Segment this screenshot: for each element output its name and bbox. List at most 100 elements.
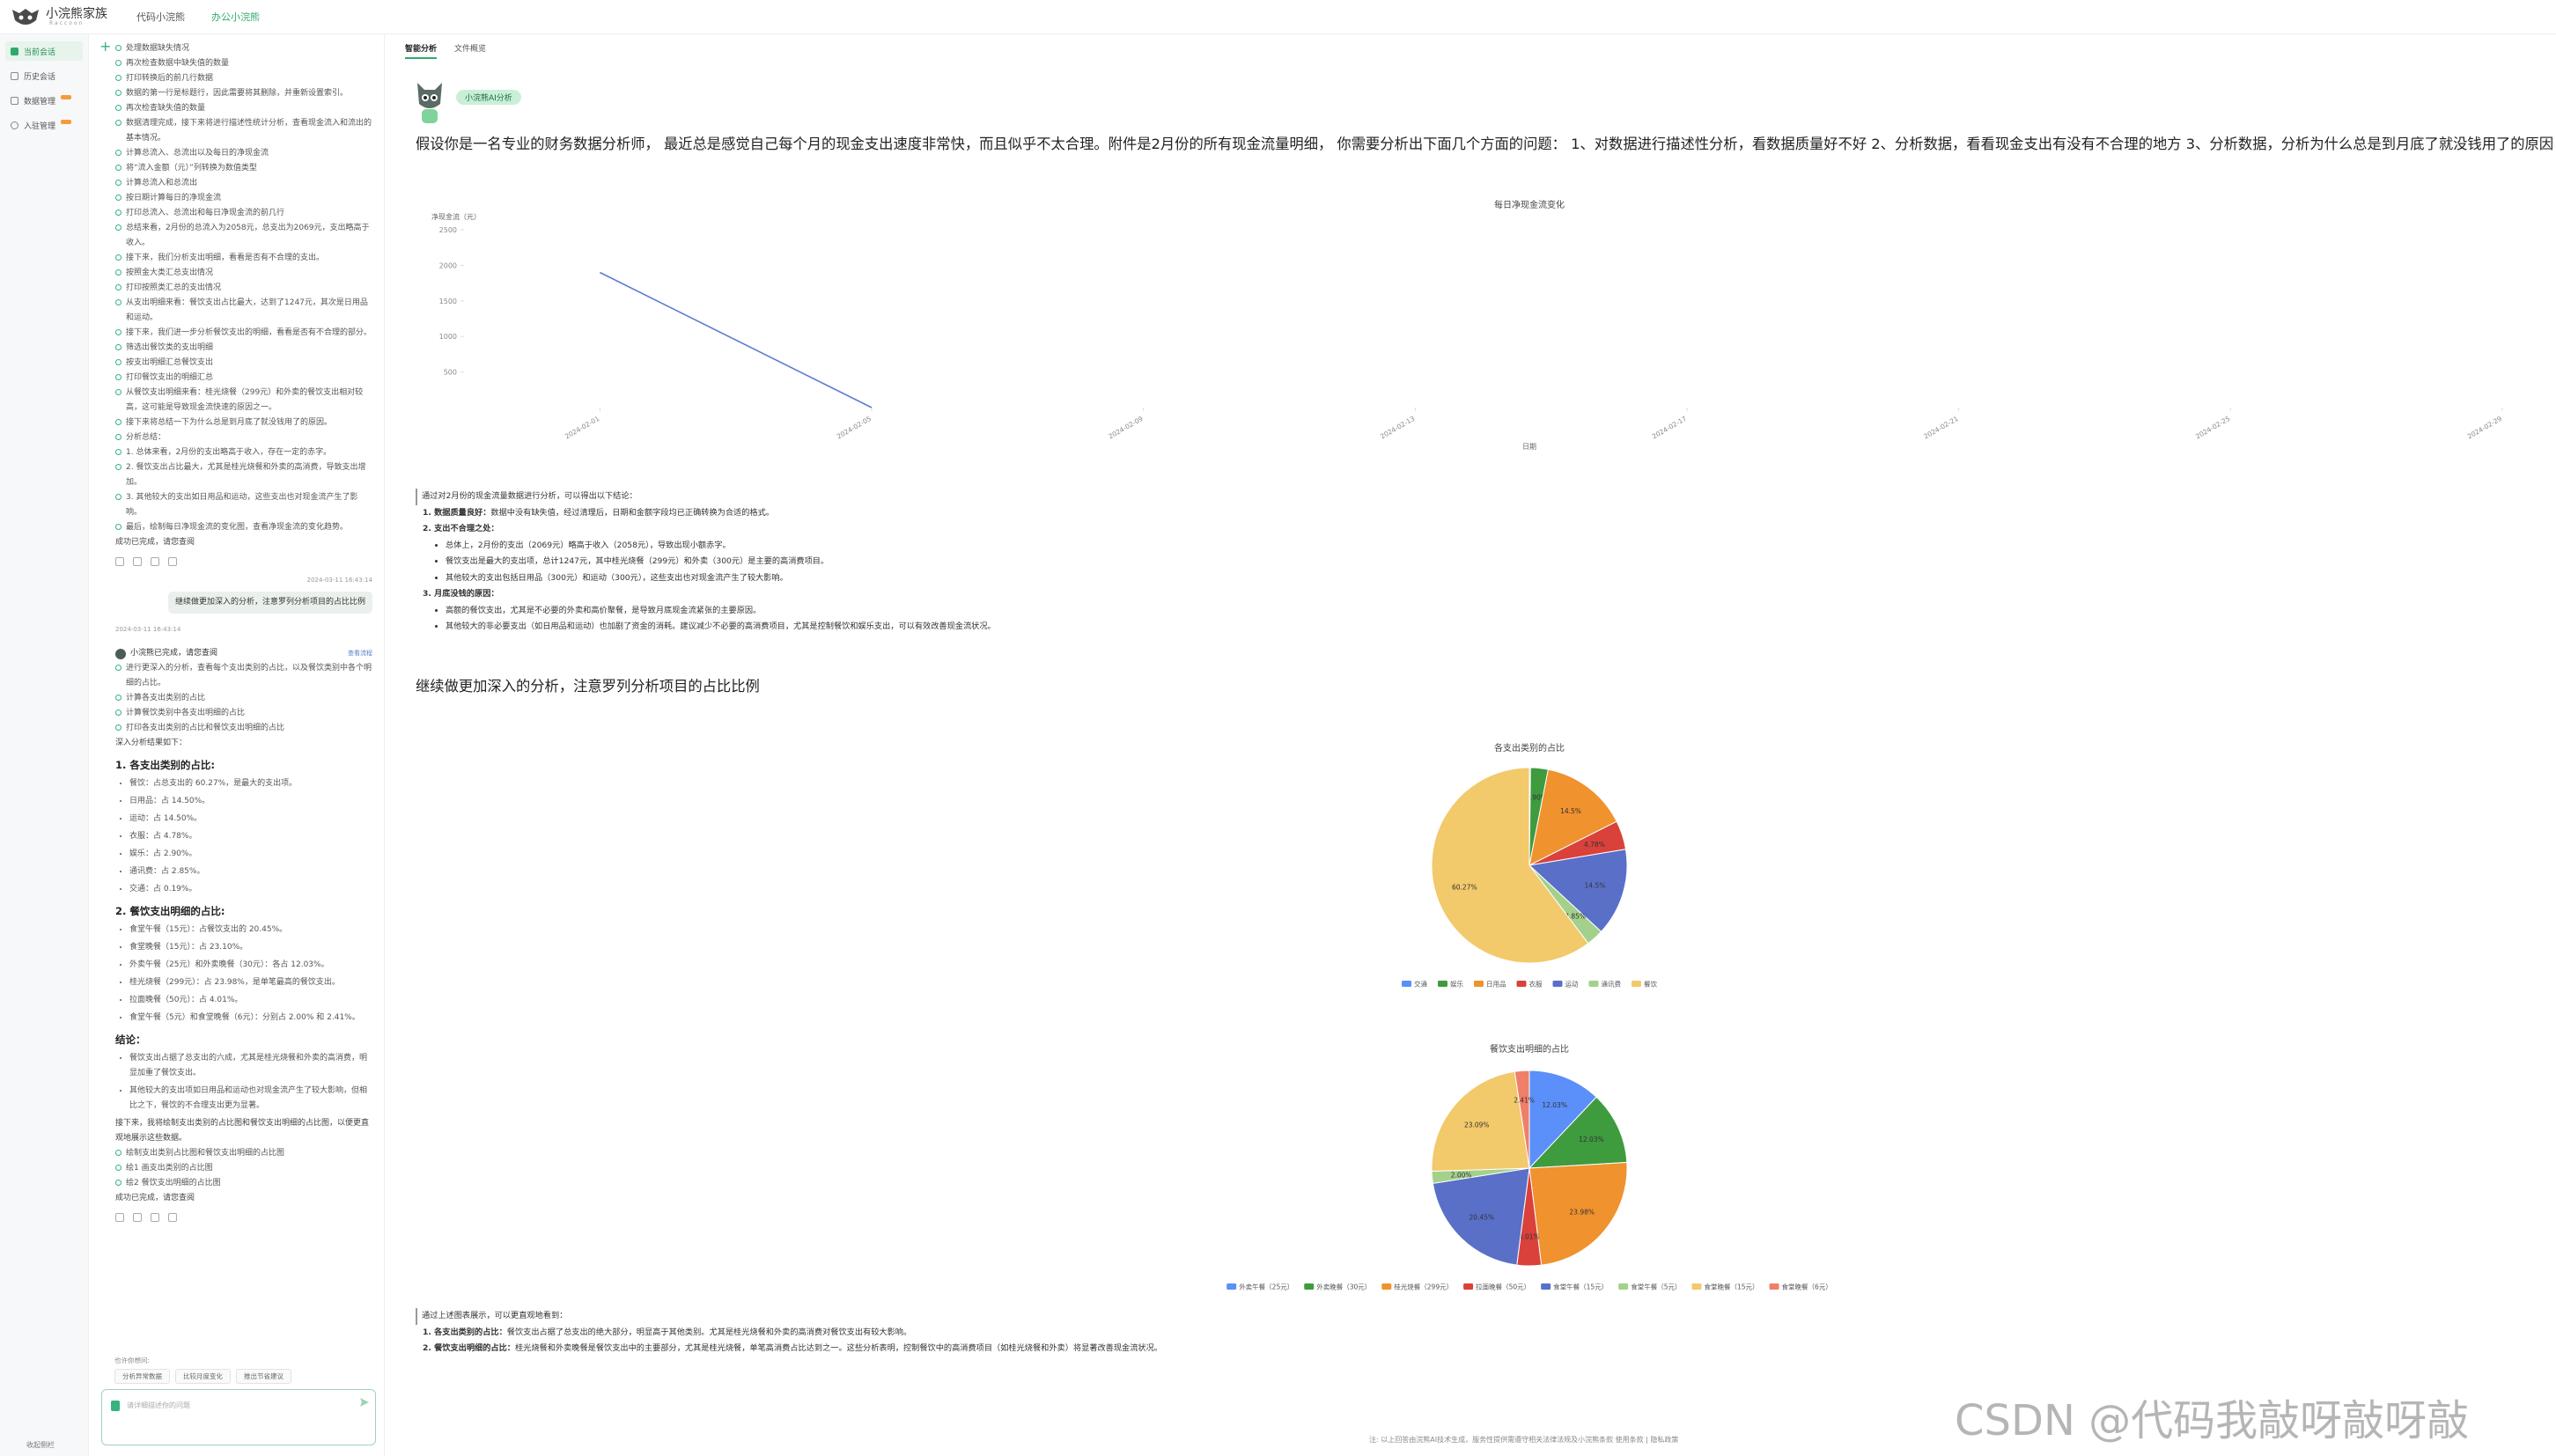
chat-panel: + 处理数据缺失情况 再次检查数据中缺失值的数量 打印转换后的前几行数据 数据的第一行… [89, 34, 383, 1456]
point-item: 总体上，2月份的支出（2069元）略高于收入（2058元），导致出现小额赤字。 [446, 538, 2441, 555]
logo-sub: Raccoon [49, 20, 85, 26]
step-text: 将“流入金额（元）”列转换为数值类型 [126, 164, 257, 173]
legend-label: 娱乐 [1450, 980, 1464, 989]
main-tab[interactable]: 智能分析 [405, 42, 438, 59]
section-heading: 2. 餐饮支出明细的占比: [115, 905, 225, 917]
step-item: 从支出明细来看：餐饮支出占比最大，达到了1247元，其次是日用品和运动。 [115, 296, 372, 326]
step-text: 打印餐饮支出的明细汇总 [126, 373, 214, 382]
feedback-icon[interactable] [133, 557, 142, 566]
legend-swatch [1618, 1283, 1629, 1290]
nav-item[interactable]: 入驻管理 [5, 115, 83, 135]
top-bar: 小浣熊家族 Raccoon 代码小浣熊 办公小浣熊 [0, 0, 2556, 34]
legend-label: 拉面晚餐（50元） [1476, 1283, 1530, 1291]
step-item: 数据的第一行是标题行，因此需要将其删除，并重新设置索引。 [115, 86, 372, 101]
analysis-point: 1. 各支出类别的占比：餐饮支出占据了总支出的绝大部分，明显高于其他类别。尤其是… [423, 1325, 2441, 1342]
product-tab[interactable]: 代码小浣熊 [136, 11, 185, 23]
point-title: 2. 支出不合理之处： [423, 524, 499, 533]
step-item: 计算各支出类别的占比 [115, 691, 372, 706]
feedback-icon[interactable] [151, 557, 159, 566]
section-item: 食堂晚餐（15元）：占 23.10%。 [129, 940, 372, 955]
step-icon [115, 389, 122, 395]
step-text: 数据的第一行是标题行，因此需要将其删除，并重新设置索引。 [126, 89, 349, 98]
step-icon [115, 665, 122, 671]
step-item: 总结来看，2月份的总流入为2058元，总支出为2069元，支出略高于收入。 [115, 221, 372, 251]
legend-label: 食堂午餐（5元） [1631, 1283, 1681, 1291]
step-item: 按照金大类汇总支出情况 [115, 266, 372, 281]
slice-label: 60.27% [1452, 884, 1477, 892]
pie-slice [1528, 849, 1628, 933]
y-tick-label: 500 [444, 369, 457, 377]
feedback-icon[interactable] [133, 1213, 142, 1222]
point-title: 3. 月底没钱的原因： [423, 589, 499, 599]
product-tab[interactable]: 办公小浣熊 [211, 11, 260, 23]
feedback-icon[interactable] [151, 1213, 159, 1222]
y-tick-label: 2000 [439, 261, 457, 269]
step-text: 打印按照类汇总的支出情况 [126, 283, 222, 292]
step-icon [115, 165, 122, 171]
section-item: 通讯费：占 2.85%。 [129, 864, 372, 879]
suggestion-chip[interactable]: 比较月度变化 [175, 1369, 231, 1384]
analysis-text: 通过上述图表展示，可以更直观地看到： 1. 各支出类别的占比：餐饮支出占据了总支出… [416, 1308, 2441, 1357]
footer-note: 注: 以上回答由浣熊AI技术生成，服务性提供需遵守相关法律法规及小浣熊条款 使用… [1369, 1436, 1679, 1444]
step-text: 从支出明细来看：餐饮支出占比最大，达到了1247元，其次是日用品和运动。 [126, 298, 368, 322]
slice-label: 4.78% [1584, 841, 1605, 849]
step-item: 进行更深入的分析，查看每个支出类别的占比，以及餐饮类别中各个明细的占比。 [115, 661, 372, 691]
feedback-icon[interactable] [115, 1213, 124, 1222]
step-item: 筛选出餐饮类的支出明细 [115, 341, 372, 356]
legend-swatch [1691, 1283, 1702, 1290]
step-text: 打印转换后的前几行数据 [126, 74, 214, 83]
step-text: 筛选出餐饮类的支出明细 [126, 343, 214, 352]
chart-title: 各支出类别的占比 [1494, 742, 1565, 754]
x-tick-label: 2024-02-29 [2466, 415, 2503, 441]
slice-label: 2.90% [1526, 794, 1547, 802]
step-text: 打印总流入、总流出和每日净现金流的前几行 [126, 209, 285, 217]
x-tick-label: 2024-02-21 [1922, 415, 1959, 441]
feedback-icon[interactable] [168, 1213, 177, 1222]
suggestion-chip[interactable]: 推出节省建议 [236, 1369, 291, 1384]
user-question: 假设你是一名专业的财务数据分析师， 最近总是感觉自己每个月的现金支出速度非常快，… [416, 136, 2554, 152]
step-text: 绘制支出类别占比图和餐饮支出明细的占比图 [126, 1149, 285, 1158]
nav-item[interactable]: 数据管理 [5, 91, 83, 110]
analysis-point: 3. 月底没钱的原因： [423, 586, 2441, 603]
section-item: 拉面晚餐（50元）：占 4.01%。 [129, 993, 372, 1008]
step-icon [115, 90, 122, 96]
y-tick-label: 1500 [439, 298, 457, 305]
step-icon [115, 434, 122, 440]
point-text: 餐饮支出占据了总支出的绝大部分，明显高于其他类别。尤其是桂光烧餐和外卖的高消费对… [506, 1327, 912, 1337]
section-list: 餐饮：占总支出的 60.27%，是最大的支出项。日用品：占 14.50%。运动：… [115, 776, 372, 897]
step-item: 计算餐饮类别中各支出明细的占比 [115, 706, 372, 721]
section-item: 其他较大的支出项如日用品和运动也对现金流产生了较大影响，但相比之下，餐饮的不合理… [129, 1084, 372, 1114]
view-flow[interactable]: 查看流程 [348, 650, 372, 657]
step-item: 打印转换后的前几行数据 [115, 71, 372, 86]
send-button[interactable] [359, 1397, 370, 1408]
step-icon [115, 60, 122, 66]
chat-input[interactable]: 请详细描述你的问题 [101, 1389, 376, 1445]
new-chat-button[interactable]: + [99, 38, 112, 55]
main-tab[interactable]: 文件概览 [454, 45, 487, 54]
feedback-icon[interactable] [168, 557, 177, 566]
feedback-icon[interactable] [115, 557, 124, 566]
legend-label: 外卖晚餐（30元） [1316, 1283, 1371, 1291]
analysis-point: 2. 餐饮支出明细的占比：桂光烧餐和外卖晚餐是餐饮支出中的主要部分，尤其是桂光烧… [423, 1341, 2441, 1357]
legend-swatch [1552, 981, 1563, 987]
slice-label: 4.01% [1519, 1233, 1540, 1241]
nav-item[interactable]: 当前会话 [5, 41, 83, 61]
collapse-sidebar[interactable]: 收起侧栏 [26, 1441, 55, 1449]
section-item: 外卖午餐（25元）和外卖晚餐（30元）：各占 12.03%。 [129, 958, 372, 973]
step-icon [115, 105, 122, 111]
step-text: 再次检查数据中缺失值的数量 [126, 59, 230, 68]
suggestion-chip[interactable]: 分析异常数据 [114, 1369, 170, 1384]
step-item: 绘制支出类别占比图和餐饮支出明细的占比图 [115, 1146, 372, 1161]
step-icon [115, 120, 122, 126]
pie-slice [1432, 1167, 1530, 1266]
legend-swatch [1304, 1283, 1315, 1290]
analysis-point: 1. 数据质量良好：数据中没有缺失值，经过清理后，日期和金额字段均已正确转换为合… [423, 505, 2441, 522]
step-text: 计算各支出类别的占比 [126, 694, 206, 702]
x-tick-label: 2024-02-01 [563, 415, 600, 441]
input-icon [111, 1401, 120, 1411]
section-list: 食堂午餐（15元）：占餐饮支出的 20.45%。食堂晚餐（15元）：占 23.1… [115, 923, 372, 1026]
analysis-point: 2. 支出不合理之处： [423, 521, 2441, 538]
nav-item[interactable]: 历史会话 [5, 66, 83, 85]
logo-text: 小浣熊家族 [46, 7, 107, 21]
